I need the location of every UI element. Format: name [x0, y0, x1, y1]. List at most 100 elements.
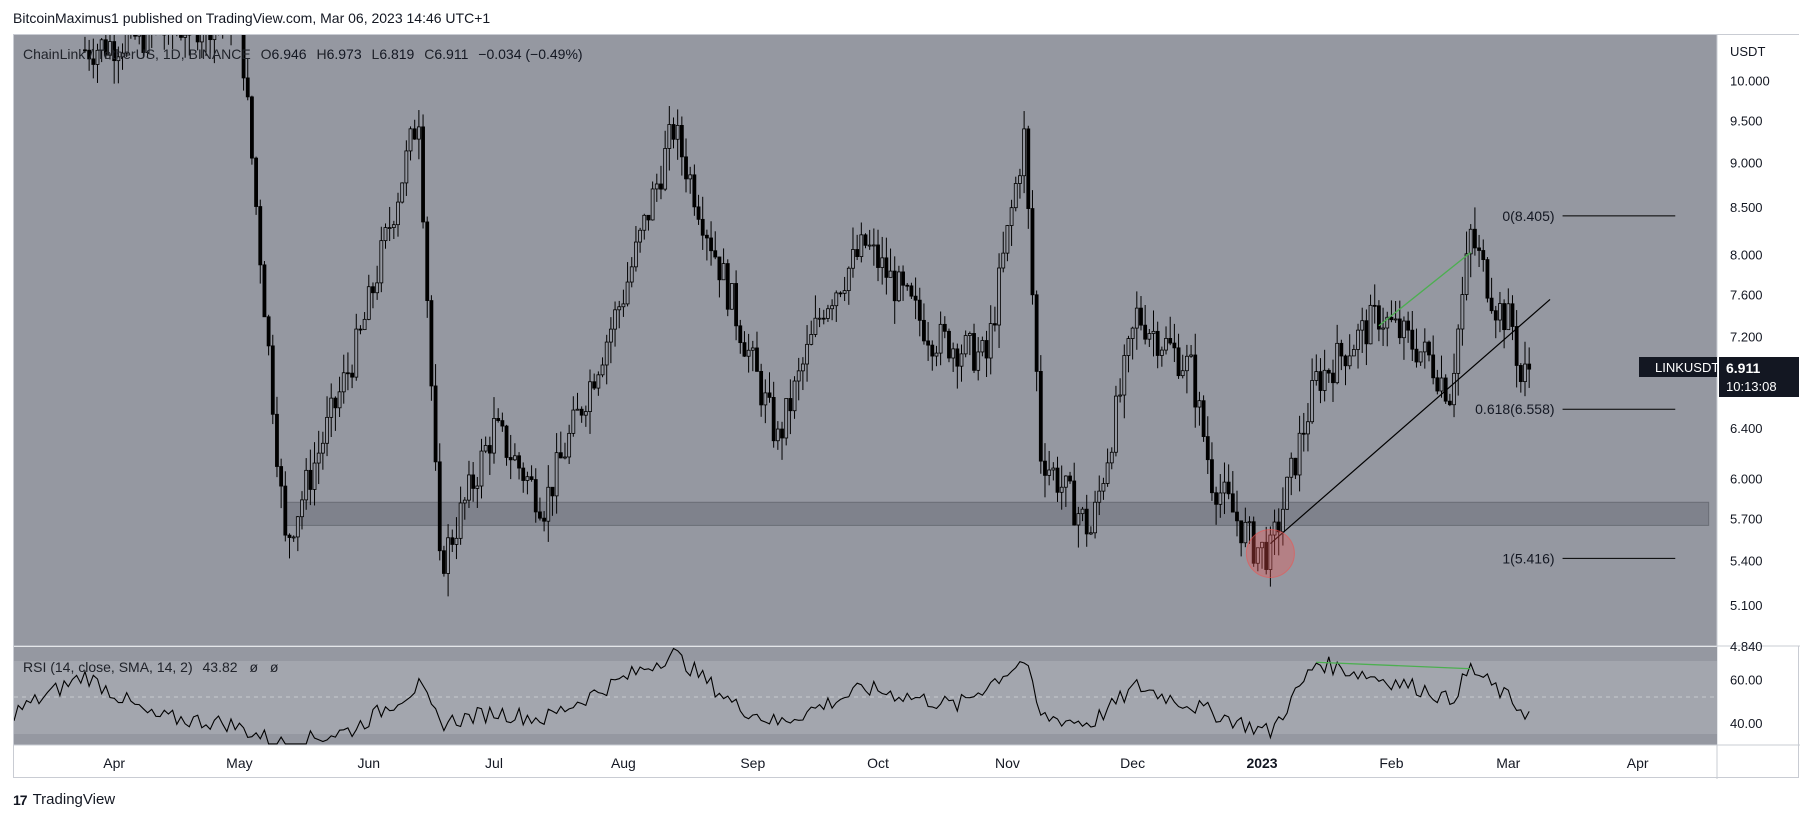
price-tick-label: 7.200	[1730, 329, 1763, 344]
candle-body	[521, 467, 526, 481]
candle-body	[458, 502, 463, 539]
chart-frame[interactable]: 0(8.405) 0.618(6.558) 1(5.416) 10.000 9.500…	[13, 34, 1800, 779]
candle-body	[671, 124, 676, 140]
candle-body	[304, 469, 309, 501]
candle	[1293, 457, 1298, 479]
symbol-title[interactable]: ChainLink / TetherUS, 1D, BINANCE	[23, 46, 251, 62]
candle	[396, 192, 400, 237]
candle-body	[533, 479, 538, 513]
candle	[709, 221, 713, 266]
candle	[1389, 300, 1394, 323]
candle-body	[855, 249, 860, 257]
footer-brand[interactable]: TradingView	[32, 791, 116, 808]
candle	[984, 330, 989, 377]
candle-body	[366, 286, 371, 320]
candle-body	[709, 237, 713, 252]
candle	[371, 282, 375, 309]
candle	[108, 35, 112, 60]
candle	[1447, 393, 1452, 407]
candle-body	[300, 499, 304, 518]
candle	[942, 316, 947, 339]
candle	[508, 434, 513, 480]
candle	[1118, 378, 1123, 403]
candle-body	[930, 344, 935, 357]
candle-body	[508, 457, 513, 461]
price-tick-label: 5.100	[1730, 598, 1763, 613]
candle-body	[634, 241, 638, 268]
candle	[780, 421, 784, 460]
price-axis-currency: USDT	[1730, 44, 1765, 59]
candle-body	[1201, 400, 1206, 437]
candle-body	[479, 450, 484, 487]
candle-body	[876, 244, 880, 268]
time-tick-label: Jul	[485, 755, 503, 771]
candle-body	[1059, 486, 1064, 493]
candle-body	[1527, 363, 1532, 370]
rsi-extra-2: ø	[269, 659, 279, 675]
candle-body	[433, 385, 438, 463]
candle	[821, 309, 826, 325]
candle	[145, 35, 150, 59]
candle	[362, 312, 367, 331]
candle	[350, 364, 354, 389]
tradingview-logo-icon[interactable]: 17	[13, 791, 28, 808]
candle	[1101, 477, 1106, 500]
candle	[1009, 199, 1014, 246]
candle-body	[604, 341, 609, 366]
candle	[817, 307, 822, 328]
price-divergence-line	[1378, 251, 1472, 327]
candle	[558, 431, 563, 459]
candle-body	[1347, 355, 1352, 367]
candle-body	[792, 380, 797, 412]
candle	[205, 35, 207, 57]
candle	[650, 181, 655, 221]
candle-body	[525, 476, 530, 481]
candle-body	[1147, 333, 1152, 340]
candle	[930, 340, 935, 371]
candle	[316, 430, 321, 485]
candle-body	[821, 317, 826, 320]
chart-canvas[interactable]: 0(8.405) 0.618(6.558) 1(5.416) 10.000 9.500…	[14, 35, 1800, 779]
candle	[1264, 526, 1269, 575]
candle-body	[1498, 303, 1502, 321]
candle-body	[258, 206, 263, 266]
candle	[863, 233, 868, 249]
candle	[1473, 207, 1477, 256]
candle-body	[583, 411, 588, 416]
candle-body	[291, 536, 296, 539]
candle-body	[1235, 511, 1239, 522]
candle-body	[1176, 347, 1181, 377]
candle	[1372, 284, 1377, 324]
candle	[1189, 345, 1193, 358]
candle	[746, 333, 751, 373]
time-tick-label: Dec	[1120, 755, 1145, 771]
candle	[1339, 339, 1344, 371]
rsi-title[interactable]: RSI (14, close, SMA, 14, 2)	[23, 659, 193, 675]
candle	[805, 325, 809, 382]
candle-body	[1205, 436, 1210, 461]
candle	[1038, 355, 1043, 474]
candle-body	[429, 300, 434, 387]
candle	[533, 468, 538, 523]
candle	[279, 458, 284, 509]
candle-body	[475, 485, 480, 489]
candle-body	[984, 340, 989, 359]
candle-body	[1184, 355, 1189, 372]
candle	[913, 277, 918, 320]
candle	[546, 465, 551, 542]
candle-body	[1013, 183, 1018, 209]
candle-body	[1368, 304, 1373, 345]
candle-body	[588, 381, 592, 412]
candle-body	[1502, 303, 1507, 331]
candle	[1385, 311, 1390, 347]
candle	[638, 227, 643, 253]
candle	[83, 36, 87, 53]
candle-body	[725, 263, 730, 310]
candle	[917, 287, 922, 337]
fib-level-label: 0(8.405)	[1502, 208, 1554, 224]
candle-body	[358, 328, 363, 331]
candle	[1201, 395, 1206, 442]
candle	[721, 248, 726, 281]
candle	[404, 140, 409, 196]
price-axis[interactable]	[1717, 35, 1800, 646]
